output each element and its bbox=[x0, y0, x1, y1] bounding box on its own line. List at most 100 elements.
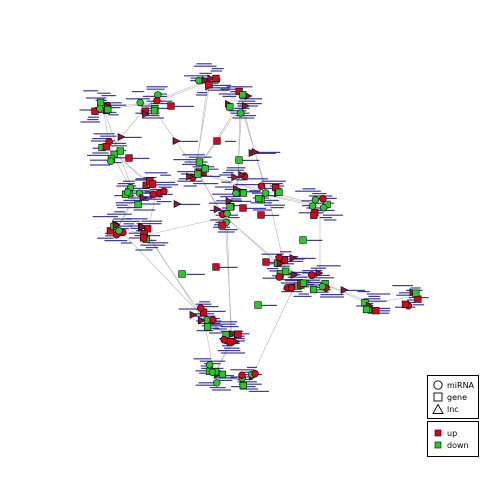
node-label-mark bbox=[117, 207, 141, 209]
node-label-mark bbox=[83, 90, 99, 92]
gene-node bbox=[195, 158, 204, 166]
node-label-mark bbox=[246, 366, 258, 368]
node-label-mark bbox=[117, 183, 135, 185]
node-label-mark bbox=[195, 94, 208, 96]
mirna-node bbox=[160, 187, 168, 196]
gene-node bbox=[203, 323, 212, 331]
mirna-node bbox=[232, 189, 240, 197]
node-label-mark bbox=[188, 156, 212, 158]
node-label-mark bbox=[396, 294, 414, 296]
node-label-mark bbox=[113, 157, 127, 159]
lnc-node bbox=[139, 193, 148, 202]
node-label-mark bbox=[363, 298, 381, 300]
legend-label-lnc: lnc bbox=[447, 404, 459, 414]
legend-item-up: up bbox=[432, 427, 457, 439]
network-edge bbox=[146, 234, 205, 319]
gene-node bbox=[235, 156, 243, 164]
node-label-mark bbox=[264, 204, 285, 206]
legend-label-gene: gene bbox=[447, 392, 467, 402]
node-label-mark bbox=[316, 265, 341, 267]
node-label-mark bbox=[319, 217, 333, 219]
node-label-mark bbox=[150, 103, 173, 105]
node-label-mark bbox=[392, 285, 414, 287]
triangle-icon bbox=[432, 403, 444, 415]
node-label-mark bbox=[302, 270, 323, 272]
gene-node bbox=[116, 147, 124, 155]
node-label-mark bbox=[115, 202, 142, 204]
node-label-mark bbox=[287, 276, 308, 278]
node-label-mark bbox=[243, 178, 268, 180]
node-label-mark bbox=[133, 209, 156, 211]
node-label-mark bbox=[221, 181, 232, 183]
square-icon bbox=[432, 439, 444, 451]
node-label-mark bbox=[251, 152, 276, 154]
gene-node bbox=[414, 295, 422, 303]
mirna-node bbox=[123, 188, 132, 196]
network-nodes bbox=[91, 74, 422, 390]
node-label-mark bbox=[193, 65, 217, 67]
node-label-mark bbox=[192, 183, 219, 185]
node-label-mark bbox=[160, 174, 171, 176]
node-label-mark bbox=[196, 63, 212, 65]
node-label-mark bbox=[221, 345, 233, 347]
node-label-mark bbox=[146, 86, 168, 88]
node-label-mark bbox=[273, 265, 290, 267]
node-label-mark bbox=[211, 68, 224, 70]
node-label-mark bbox=[366, 293, 391, 295]
node-label-mark bbox=[143, 115, 160, 117]
gene-node bbox=[262, 258, 270, 266]
gene-node bbox=[310, 211, 318, 219]
mirna-node bbox=[96, 105, 104, 113]
node-label-mark bbox=[123, 199, 149, 201]
node-label-mark bbox=[135, 178, 151, 180]
node-label-mark bbox=[201, 325, 223, 327]
node-label-mark bbox=[226, 167, 246, 169]
legend-label-mirna: miRNA bbox=[447, 380, 475, 390]
node-label-mark bbox=[112, 218, 132, 220]
node-label-mark bbox=[195, 384, 218, 386]
node-label-mark bbox=[238, 383, 262, 385]
circle-icon bbox=[432, 379, 444, 391]
node-label-mark bbox=[126, 218, 148, 220]
node-label-mark bbox=[87, 119, 99, 121]
node-label-mark bbox=[128, 232, 142, 234]
mirna-node bbox=[257, 182, 266, 190]
gene-node bbox=[239, 189, 248, 197]
gene-node bbox=[178, 270, 186, 278]
mirna-node bbox=[261, 189, 270, 197]
node-label-mark bbox=[323, 214, 343, 216]
node-label-mark bbox=[310, 267, 327, 269]
node-label-mark bbox=[234, 107, 250, 109]
node-label-mark bbox=[210, 70, 222, 72]
node-label-mark bbox=[215, 379, 233, 381]
node-label-mark bbox=[79, 109, 102, 111]
node-label-mark bbox=[146, 88, 165, 90]
node-label-mark bbox=[295, 257, 316, 259]
node-label-mark bbox=[224, 347, 240, 349]
node-label-mark bbox=[173, 159, 199, 161]
gene-node bbox=[218, 370, 227, 378]
node-label-mark bbox=[101, 104, 127, 106]
legend-regulation: up down bbox=[427, 421, 479, 457]
node-label-mark bbox=[212, 193, 239, 195]
lnc-node bbox=[251, 148, 260, 156]
gene-node bbox=[213, 137, 221, 145]
node-label-mark bbox=[120, 242, 132, 244]
node-label-mark bbox=[210, 323, 236, 325]
node-label-mark bbox=[213, 321, 238, 323]
legend-label-down: down bbox=[447, 440, 469, 450]
node-label-mark bbox=[124, 187, 148, 189]
node-label-mark bbox=[209, 332, 222, 334]
node-label-mark bbox=[145, 247, 159, 249]
node-label-mark bbox=[221, 335, 245, 337]
node-label-mark bbox=[239, 98, 263, 100]
node-label-mark bbox=[281, 291, 303, 293]
gene-node bbox=[362, 305, 371, 314]
node-label-mark bbox=[307, 239, 323, 241]
node-label-mark bbox=[369, 307, 391, 309]
node-label-mark bbox=[218, 93, 236, 95]
lnc-node bbox=[172, 137, 181, 145]
node-label-mark bbox=[279, 260, 303, 262]
node-label-mark bbox=[222, 95, 237, 97]
